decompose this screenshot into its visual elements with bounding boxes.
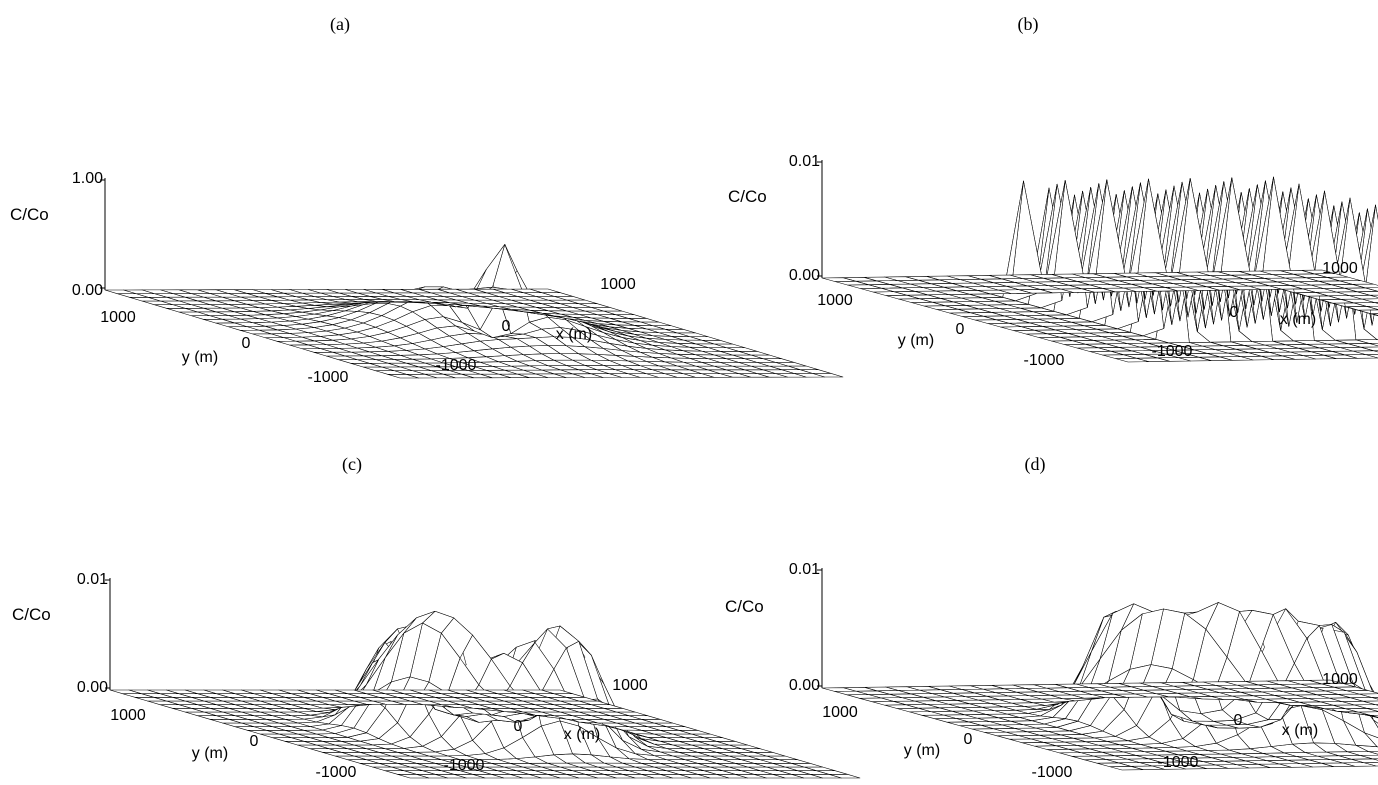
panel-c-z-axis-label: C/Co — [12, 605, 51, 624]
panel-c-x-tick-label-1000: 1000 — [612, 677, 648, 694]
panel-a-y-tick-label-1000: 1000 — [100, 309, 136, 326]
surface-cell — [109, 689, 142, 694]
panel-b-z-tick-label-min: 0.00 — [789, 267, 820, 284]
panel-d-surface — [821, 602, 1378, 771]
panel-c-y-tick-label-neg1000: -1000 — [316, 764, 357, 781]
panel-c-z-tick-label-min: 0.00 — [77, 679, 108, 696]
panel-b-surface — [821, 176, 1378, 363]
panel-a-y-axis-label: y (m) — [182, 349, 218, 366]
panel-c-x-tick-label-neg1000: -1000 — [444, 757, 485, 774]
panel-c-y-tick-label-0: 0 — [250, 733, 259, 750]
panel-a-surface — [104, 244, 844, 379]
panel-b: (b) 0.01 0.00 C/Co 1000 0 -1000 y (m) 10… — [728, 14, 1378, 369]
surface-cell — [821, 687, 856, 692]
panel-a-x-tick-label-neg1000: -1000 — [436, 357, 477, 374]
panel-b-z-axis-label: C/Co — [728, 187, 767, 206]
panel-a-label: (a) — [330, 14, 350, 35]
panel-c-z-tick-label-max: 0.01 — [77, 571, 108, 588]
panel-d-x-tick-label-neg1000: -1000 — [1158, 754, 1199, 771]
panel-b-x-tick-label-1000: 1000 — [1322, 260, 1358, 277]
surface-cell — [821, 277, 856, 282]
panel-b-y-tick-label-0: 0 — [956, 321, 965, 338]
panel-c-y-tick-label-1000: 1000 — [110, 707, 146, 724]
surface-cell — [104, 289, 137, 294]
panel-d-z-axis-label: C/Co — [725, 597, 764, 616]
panel-d: (d) 0.01 0.00 C/Co 1000 0 -1000 y (m) 10… — [725, 454, 1378, 781]
panel-d-z-tick-label-min: 0.00 — [789, 677, 820, 694]
panel-d-y-tick-label-1000: 1000 — [822, 704, 858, 721]
panel-a-x-tick-label-1000: 1000 — [600, 276, 636, 293]
panel-b-z-tick-label-max: 0.01 — [789, 153, 820, 170]
panel-a-y-tick-label-0: 0 — [242, 335, 251, 352]
panel-b-y-tick-label-1000: 1000 — [817, 292, 853, 309]
panel-a-x-axis-label: x (m) — [556, 326, 592, 343]
panel-b-label: (b) — [1018, 14, 1039, 35]
panel-a-x-tick-label-0: 0 — [502, 318, 511, 335]
panel-d-label: (d) — [1025, 454, 1046, 475]
panel-d-x-tick-label-1000: 1000 — [1322, 671, 1358, 688]
panel-c-x-tick-label-0: 0 — [514, 718, 523, 735]
panel-b-y-tick-label-neg1000: -1000 — [1024, 352, 1065, 369]
panel-d-x-axis-label: x (m) — [1282, 722, 1318, 739]
panel-a-y-tick-label-neg1000: -1000 — [308, 369, 349, 386]
panel-b-x-tick-label-neg1000: -1000 — [1152, 343, 1193, 360]
panel-d-y-tick-label-neg1000: -1000 — [1032, 764, 1073, 781]
panel-d-y-tick-label-0: 0 — [964, 731, 973, 748]
panel-a-z-axis-label: C/Co — [10, 205, 49, 224]
panel-c-label: (c) — [342, 454, 362, 475]
panel-b-x-tick-label-0: 0 — [1230, 304, 1239, 321]
panel-c-y-axis-label: y (m) — [192, 745, 228, 762]
panel-a-z-tick-label-max: 1.00 — [72, 170, 103, 187]
panel-d-y-axis-label: y (m) — [904, 742, 940, 759]
panel-d-z-tick-label-max: 0.01 — [789, 561, 820, 578]
panel-c: (c) 0.01 0.00 C/Co 1000 0 -1000 y (m) 10… — [12, 454, 861, 781]
panel-a-z-tick-label-min: 0.00 — [72, 282, 103, 299]
panel-d-x-tick-label-0: 0 — [1234, 712, 1243, 729]
panel-c-surface — [109, 611, 861, 779]
panel-a: (a) 1.00 0.00 C/Co 1000 0 -1000 y (m) 10… — [10, 14, 844, 386]
panel-c-x-axis-label: x (m) — [564, 726, 600, 743]
panel-b-x-axis-label: x (m) — [1280, 311, 1316, 328]
panel-b-y-axis-label: y (m) — [898, 332, 934, 349]
